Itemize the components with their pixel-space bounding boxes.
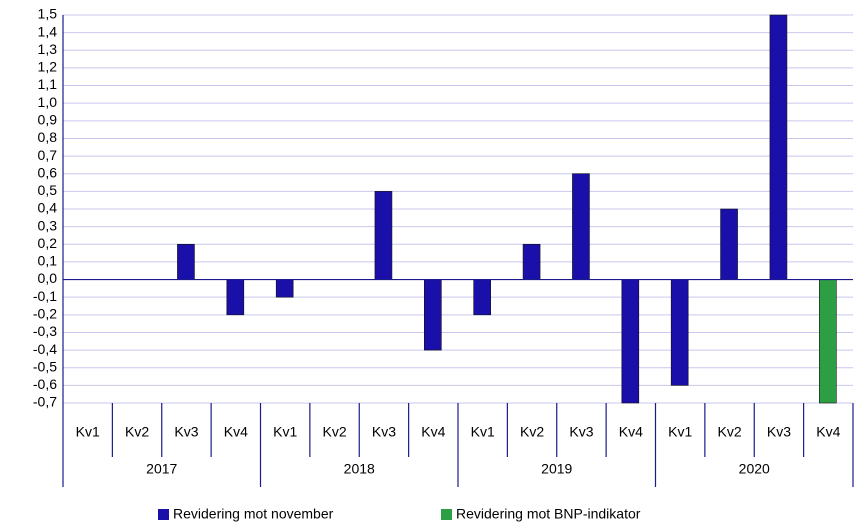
- x-tick-label: Kv1: [668, 424, 692, 440]
- bar: [177, 243, 195, 280]
- year-label: 2018: [344, 461, 375, 477]
- y-tick-label: 0,6: [38, 164, 58, 180]
- y-tick-label: 0,3: [38, 217, 58, 233]
- bar: [473, 279, 491, 316]
- y-tick-label: 1,4: [38, 23, 58, 39]
- x-tick-label: Kv2: [125, 424, 149, 440]
- bar: [819, 279, 837, 404]
- y-tick-label: 1,2: [38, 59, 58, 75]
- y-tick-label: -0,6: [33, 376, 57, 392]
- y-tick-label: -0,2: [33, 306, 57, 322]
- year-label: 2019: [541, 461, 572, 477]
- y-tick-label: 0,2: [38, 235, 58, 251]
- y-tick-label: 0,0: [38, 270, 58, 286]
- x-tick-label: Kv4: [224, 424, 248, 440]
- x-tick-label: Kv2: [323, 424, 347, 440]
- bar: [424, 279, 442, 351]
- bar: [275, 279, 294, 298]
- y-tick-label: 1,3: [38, 41, 58, 57]
- bar: [522, 243, 541, 280]
- bar: [621, 279, 640, 404]
- y-tick-label: 1,5: [38, 6, 58, 22]
- x-tick-label: Kv4: [619, 424, 643, 440]
- year-label: 2017: [146, 461, 177, 477]
- y-tick-label: 0,9: [38, 112, 58, 128]
- year-label: 2020: [739, 461, 770, 477]
- x-tick-label: Kv4: [816, 424, 840, 440]
- bar: [720, 208, 738, 280]
- bar: [769, 14, 788, 280]
- x-tick-label: Kv2: [520, 424, 544, 440]
- legend-label: Revidering mot BNP-indikator: [456, 506, 641, 522]
- legend-swatch: [441, 509, 452, 520]
- legend-label: Revidering mot november: [173, 506, 334, 522]
- y-tick-label: 0,1: [38, 253, 58, 269]
- y-tick-label: -0,5: [33, 358, 57, 374]
- x-tick-label: Kv1: [76, 424, 100, 440]
- x-tick-label: Kv3: [372, 424, 396, 440]
- y-tick-label: 0,5: [38, 182, 58, 198]
- x-tick-label: Kv1: [273, 424, 297, 440]
- x-tick-label: Kv3: [174, 424, 198, 440]
- y-tick-label: -0,3: [33, 323, 57, 339]
- legend-swatch: [158, 509, 169, 520]
- y-tick-label: 1,1: [38, 76, 58, 92]
- x-tick-label: Kv3: [767, 424, 791, 440]
- x-tick-label: Kv2: [718, 424, 742, 440]
- x-tick-label: Kv4: [421, 424, 445, 440]
- y-tick-label: -0,7: [33, 394, 57, 410]
- y-tick-label: -0,4: [33, 341, 57, 357]
- x-tick-label: Kv3: [569, 424, 593, 440]
- y-tick-label: 0,7: [38, 147, 58, 163]
- x-tick-label: Kv1: [471, 424, 495, 440]
- bar: [670, 279, 689, 386]
- y-tick-label: 0,4: [38, 200, 58, 216]
- y-tick-label: -0,1: [33, 288, 57, 304]
- bar: [572, 173, 590, 280]
- y-tick-label: 0,8: [38, 129, 58, 145]
- bar: [226, 279, 245, 316]
- y-tick-label: 1,0: [38, 94, 58, 110]
- bar: [374, 191, 393, 280]
